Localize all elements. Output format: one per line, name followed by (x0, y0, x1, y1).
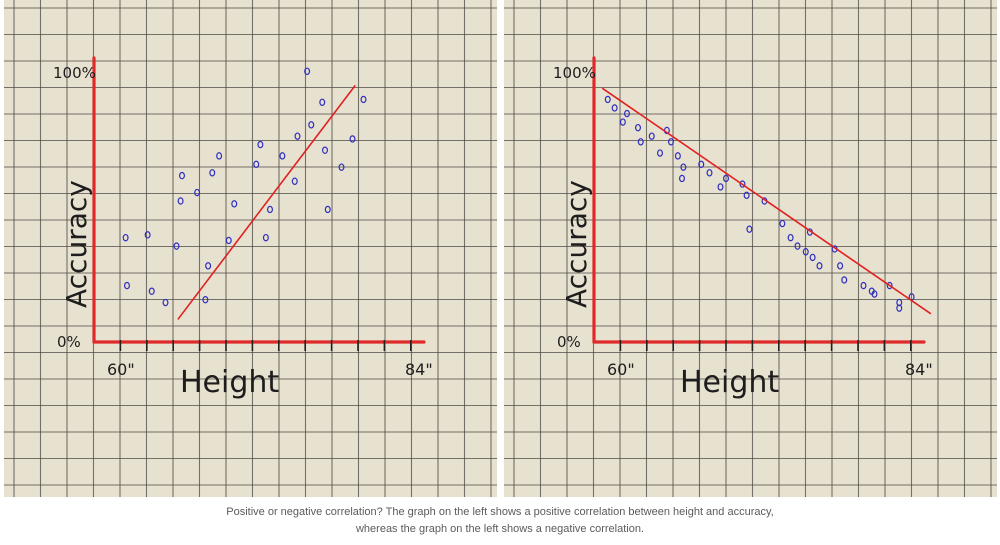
data-point (279, 152, 286, 160)
data-point (623, 109, 630, 118)
scatter-points (604, 95, 915, 312)
data-point (205, 262, 212, 270)
positive-correlation-svg: 100% 0% 60" 84" Height Accuracy (4, 0, 497, 497)
data-point (123, 281, 130, 290)
data-point (122, 233, 129, 242)
data-point (802, 248, 809, 256)
data-point (202, 296, 209, 304)
data-point (324, 205, 331, 214)
data-point (794, 242, 801, 250)
data-point (360, 95, 367, 104)
data-point (723, 174, 730, 183)
data-point (787, 233, 794, 242)
data-point (837, 262, 844, 270)
data-point (841, 276, 848, 284)
data-point (809, 253, 816, 262)
data-point (619, 118, 626, 126)
x-axis-label: Height (180, 365, 279, 400)
data-point (679, 174, 686, 183)
data-point (886, 281, 893, 290)
data-point (706, 169, 713, 177)
data-point (680, 163, 687, 171)
data-point (322, 146, 329, 154)
data-point (291, 177, 298, 185)
data-point (338, 163, 345, 171)
negative-correlation-svg: 100% 0% 60" 84" Height Accuracy (504, 0, 997, 497)
data-point (179, 171, 186, 180)
grid-lines (4, 0, 497, 497)
data-point (698, 160, 705, 169)
x-tick-label-max: 84" (905, 360, 933, 379)
x-axis-ticks (619, 340, 912, 351)
data-point (304, 67, 311, 75)
trend-line-group (177, 84, 356, 320)
data-point (739, 180, 746, 188)
caption-line-2: whereas the graph on the left shows a ne… (355, 523, 644, 535)
data-point (148, 287, 155, 295)
data-point (294, 132, 301, 140)
positive-correlation-graph: 100% 0% 60" 84" Height Accuracy (4, 0, 497, 497)
axes (592, 56, 926, 344)
data-point (144, 231, 151, 239)
data-point (225, 236, 232, 245)
axes (92, 56, 426, 344)
y-tick-label-max: 100% (553, 64, 596, 82)
data-point (262, 233, 269, 242)
scatter-points (122, 67, 367, 307)
data-point (349, 135, 356, 143)
data-point (308, 121, 315, 129)
x-tick-label-min: 60" (607, 360, 635, 379)
data-point (319, 98, 326, 107)
caption-line-1: Positive or negative correlation? The gr… (226, 506, 774, 518)
figure-caption: Positive or negative correlation? The gr… (0, 504, 1000, 538)
trend-line (601, 87, 932, 315)
data-point (177, 197, 184, 205)
data-point (162, 298, 169, 307)
data-point (657, 149, 664, 157)
data-point (668, 138, 675, 146)
data-point (816, 262, 823, 270)
data-point (194, 188, 201, 197)
data-point (637, 138, 644, 146)
y-tick-label-min: 0% (57, 333, 81, 351)
data-point (635, 123, 642, 132)
data-point (860, 281, 867, 290)
data-point (267, 205, 274, 214)
data-point (611, 104, 618, 112)
data-point (173, 242, 180, 250)
data-point (717, 183, 724, 191)
trend-line (177, 84, 356, 320)
x-tick-label-min: 60" (107, 360, 135, 379)
negative-correlation-graph: 100% 0% 60" 84" Height Accuracy (504, 0, 997, 497)
data-point (257, 140, 264, 149)
data-point (216, 152, 223, 160)
data-point (604, 95, 611, 104)
trend-line-group (601, 87, 932, 315)
x-tick-label-max: 84" (405, 360, 433, 379)
data-point (746, 225, 753, 233)
x-axis-label: Height (680, 365, 779, 400)
y-tick-label-min: 0% (557, 333, 581, 351)
y-tick-label-max: 100% (53, 64, 96, 82)
data-point (871, 290, 878, 298)
data-point (209, 169, 216, 177)
data-point (674, 152, 681, 160)
data-point (896, 304, 903, 312)
data-point (231, 200, 238, 208)
data-point (779, 219, 786, 228)
y-axis-label: Accuracy (60, 180, 93, 308)
x-axis-ticks (119, 340, 412, 351)
data-point (743, 191, 750, 200)
data-point (648, 132, 655, 140)
data-point (253, 160, 260, 169)
y-axis-label: Accuracy (560, 180, 593, 308)
